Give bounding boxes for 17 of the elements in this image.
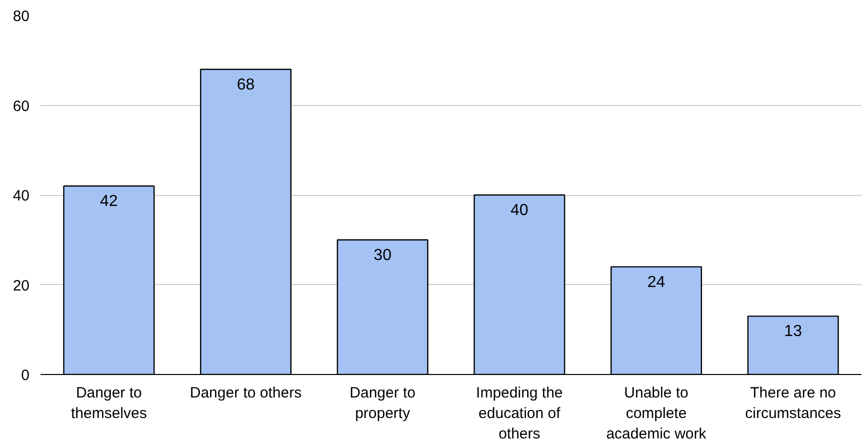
x-tick-label: Impeding the education of others [476, 384, 563, 442]
y-tick-label: 60 [12, 98, 30, 115]
data-label: 30 [374, 246, 392, 264]
x-tick-label: Danger to others [190, 384, 302, 402]
x-tick-label: Unable to complete academic work [606, 384, 707, 442]
x-tick-label: There are no circumstances [745, 384, 842, 422]
y-tick-label: 20 [12, 277, 30, 294]
data-label: 42 [100, 193, 118, 210]
y-tick-label: 80 [12, 8, 30, 25]
data-label: 13 [784, 323, 802, 340]
data-label: 68 [236, 76, 255, 94]
data-label: 40 [510, 202, 528, 219]
x-tick-label: Danger to property [350, 384, 416, 422]
y-tick-label: 40 [12, 188, 30, 204]
y-tick-label: 0 [21, 367, 30, 384]
data-label: 24 [647, 274, 666, 291]
x-tick-label: Danger to themselves [70, 384, 147, 422]
